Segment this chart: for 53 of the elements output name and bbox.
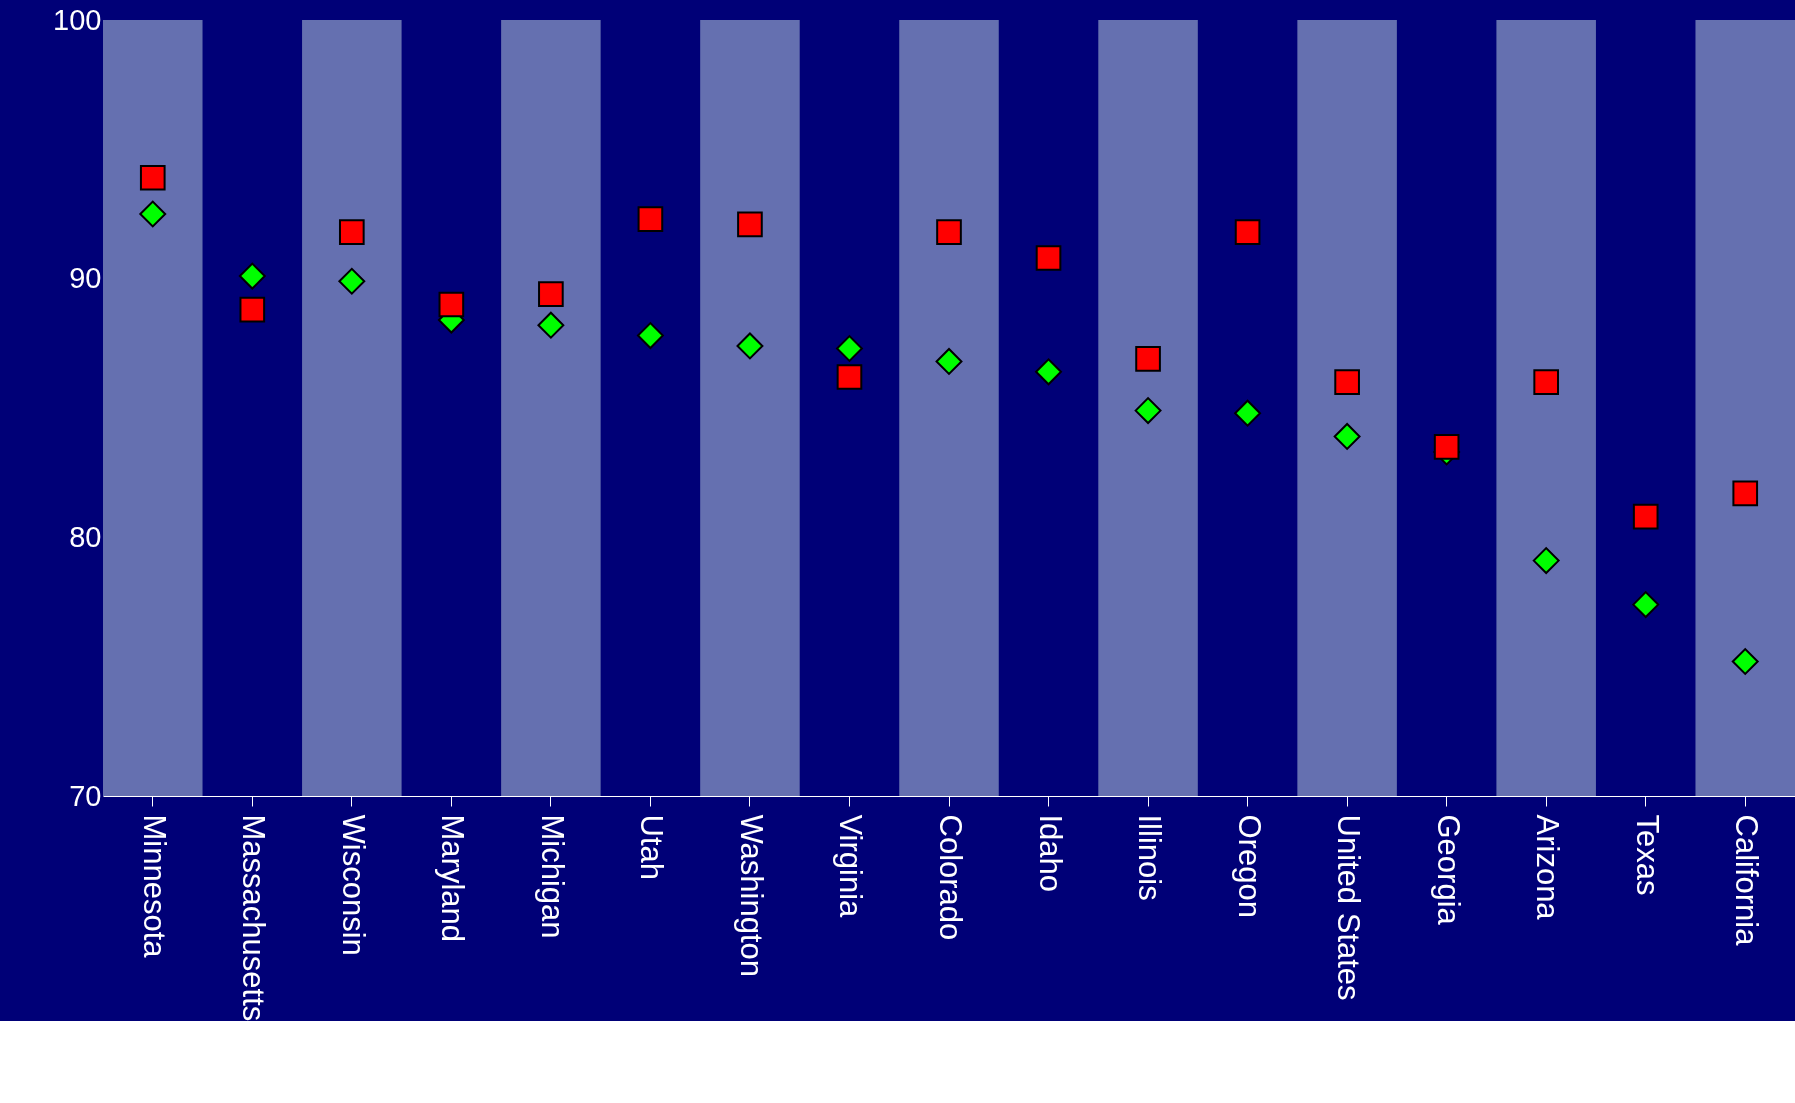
x-tick-label: Texas [1629, 814, 1665, 896]
x-tick-label: Washington [733, 814, 769, 978]
x-tick-label: Georgia [1430, 814, 1466, 926]
x-tick-label: Illinois [1132, 814, 1168, 901]
point [935, 347, 963, 375]
point [239, 296, 266, 323]
x-tick-label: United States [1331, 814, 1367, 1001]
point [1135, 346, 1161, 372]
point [736, 332, 764, 360]
x-tick-label: Oregon [1231, 814, 1267, 918]
point [836, 364, 863, 390]
x-tick-label: Massachusetts [236, 814, 272, 1022]
x-tick-label: Colorado [933, 814, 968, 941]
x-tick-label: Michigan [534, 814, 570, 939]
point [538, 281, 564, 308]
y-tick-label: 90 [69, 262, 102, 295]
point [936, 219, 962, 245]
point [1234, 219, 1261, 245]
point [537, 311, 565, 339]
y-tick-label: 70 [69, 779, 102, 812]
x-tick-label: Maryland [435, 814, 471, 942]
point [1134, 397, 1162, 425]
point [1731, 648, 1759, 675]
point [1532, 547, 1560, 575]
point [1035, 358, 1062, 386]
x-tick-label: Virginia [833, 814, 869, 919]
point [1632, 591, 1660, 619]
point [836, 335, 863, 362]
point [1333, 423, 1361, 450]
x-tick-label: California [1729, 814, 1765, 947]
point [1533, 369, 1560, 395]
point [1334, 369, 1360, 395]
point [139, 164, 166, 191]
point [1035, 245, 1062, 271]
x-tick-label: Wisconsin [335, 814, 371, 956]
point [636, 322, 664, 350]
point [338, 267, 366, 295]
point [1732, 480, 1759, 507]
point [338, 219, 365, 245]
x-tick-label: Arizona [1530, 814, 1566, 921]
point [737, 211, 763, 238]
point [238, 262, 266, 290]
point [1234, 399, 1262, 427]
point [139, 200, 167, 228]
point [438, 291, 465, 318]
point [1632, 503, 1659, 530]
y-tick-label: 80 [69, 520, 102, 553]
point [637, 206, 664, 233]
y-tick-label: 100 [53, 3, 102, 36]
x-tick-label: Idaho [1032, 814, 1068, 893]
x-tick-label: Utah [634, 814, 670, 880]
x-tick-label: Minnesota [136, 814, 172, 959]
point [1433, 433, 1460, 460]
